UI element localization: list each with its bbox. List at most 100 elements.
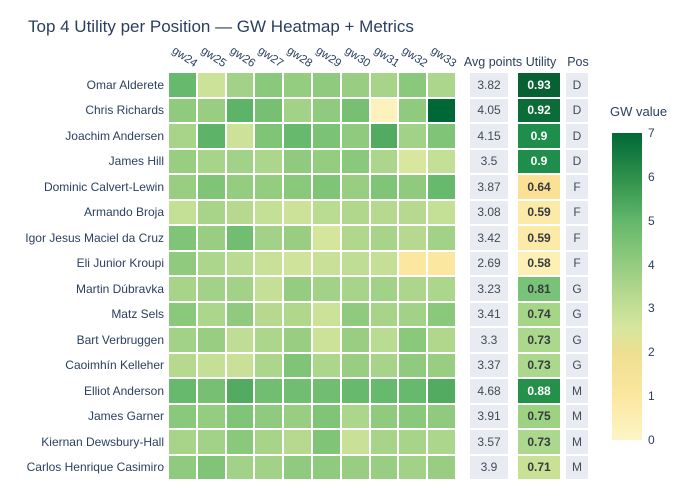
gw-column-label: gw24	[169, 44, 200, 70]
heatmap-cell	[428, 200, 455, 224]
heatmap-cell	[370, 404, 398, 428]
heatmap-cell	[370, 149, 398, 173]
avg-points-cell: 3.08	[470, 200, 508, 224]
heatmap-cell	[370, 455, 398, 479]
heatmap-cell	[341, 149, 369, 173]
heatmap-cell	[399, 455, 427, 479]
heatmap-cell	[428, 226, 455, 250]
heatmap-cell	[370, 124, 398, 148]
heatmap-cell	[399, 200, 427, 224]
heatmap-cell	[341, 226, 369, 250]
heatmap-cell	[370, 200, 398, 224]
pos-cell: F	[566, 200, 588, 224]
gw-column-label: gw25	[198, 44, 228, 70]
heatmap-cell	[313, 430, 340, 454]
heatmap-cell	[197, 379, 225, 403]
heatmap-cell	[284, 226, 311, 250]
heatmap-cell	[313, 73, 340, 97]
heatmap-cell	[226, 98, 254, 122]
heatmap-cell	[169, 251, 196, 275]
row-label: Carlos Henrique Casimiro	[26, 460, 164, 475]
heatmap-cell	[284, 73, 311, 97]
heatmap-cell	[428, 175, 455, 199]
heatmap-cell	[169, 98, 196, 122]
heatmap-cell	[428, 404, 455, 428]
heatmap-cell	[428, 430, 455, 454]
heatmap-cell	[255, 124, 283, 148]
heatmap-cell	[341, 200, 369, 224]
heatmap-cell	[226, 226, 254, 250]
heatmap-cell	[313, 302, 340, 326]
heatmap-cell	[313, 379, 340, 403]
heatmap-cell	[313, 455, 340, 479]
pos-cell: M	[566, 379, 588, 403]
heatmap-cell	[197, 353, 225, 377]
heatmap-cell	[399, 149, 427, 173]
heatmap-cell	[313, 124, 340, 148]
heatmap-cell	[428, 379, 455, 403]
utility-cell: 0.73	[518, 353, 560, 377]
colorbar-tick-label: 4	[648, 257, 655, 272]
colorbar-tick-label: 7	[648, 126, 655, 140]
heatmap-cell	[169, 226, 196, 250]
heatmap-cell	[284, 251, 311, 275]
heatmap-cell	[399, 124, 427, 148]
heatmap-cell	[313, 226, 340, 250]
heatmap-cell	[284, 124, 311, 148]
heatmap-cell	[197, 226, 225, 250]
row-label: James Garner	[87, 409, 164, 424]
colorbar-tick-label: 3	[648, 301, 655, 316]
avg-points-column-header: Avg points	[463, 55, 523, 69]
heatmap-cell	[255, 353, 283, 377]
heatmap-cell	[284, 302, 311, 326]
heatmap-cell	[197, 277, 225, 301]
colorbar-tick-label: 6	[648, 169, 655, 184]
gw-column-label: gw26	[227, 44, 257, 70]
row-label: Kiernan Dewsbury-Hall	[41, 434, 164, 449]
heatmap-cell	[226, 149, 254, 173]
heatmap-cell	[399, 226, 427, 250]
utility-cell: 0.93	[518, 73, 560, 97]
heatmap-cell	[226, 430, 254, 454]
row-label: Joachim Andersen	[65, 128, 164, 143]
colorbar-tick-label: 5	[648, 213, 655, 228]
heatmap-cell	[341, 353, 369, 377]
heatmap-cell	[428, 277, 455, 301]
pos-cell: D	[566, 149, 588, 173]
heatmap-cell	[399, 353, 427, 377]
heatmap-cell	[255, 455, 283, 479]
utility-cell: 0.73	[518, 430, 560, 454]
heatmap-cell	[169, 302, 196, 326]
utility-cell: 0.81	[518, 277, 560, 301]
heatmap-cell	[226, 124, 254, 148]
heatmap-cell	[284, 149, 311, 173]
heatmap-cell	[341, 430, 369, 454]
heatmap-cell	[428, 73, 455, 97]
heatmap-cell	[169, 277, 196, 301]
avg-points-cell: 4.68	[470, 379, 508, 403]
heatmap-cell	[226, 302, 254, 326]
heatmap-cell	[255, 73, 283, 97]
heatmap-cell	[197, 200, 225, 224]
utility-cell: 0.58	[518, 251, 560, 275]
heatmap-cell	[313, 98, 340, 122]
heatmap-cell	[428, 353, 455, 377]
heatmap-cell	[399, 404, 427, 428]
avg-points-cell: 3.23	[470, 277, 508, 301]
heatmap-cell	[399, 302, 427, 326]
heatmap-cell	[226, 277, 254, 301]
gw-column-label: gw33	[428, 44, 459, 70]
heatmap-cell	[370, 379, 398, 403]
heatmap-cell	[169, 379, 196, 403]
heatmap-cell	[255, 302, 283, 326]
heatmap-cell	[169, 73, 196, 97]
heatmap-cell	[226, 328, 254, 352]
heatmap-cell	[399, 328, 427, 352]
heatmap-cell	[197, 430, 225, 454]
heatmap-cell	[169, 175, 196, 199]
pos-cell: M	[566, 455, 588, 479]
pos-cell: F	[566, 175, 588, 199]
heatmap-cell	[428, 455, 455, 479]
heatmap-cell	[197, 328, 225, 352]
heatmap-cell	[341, 379, 369, 403]
